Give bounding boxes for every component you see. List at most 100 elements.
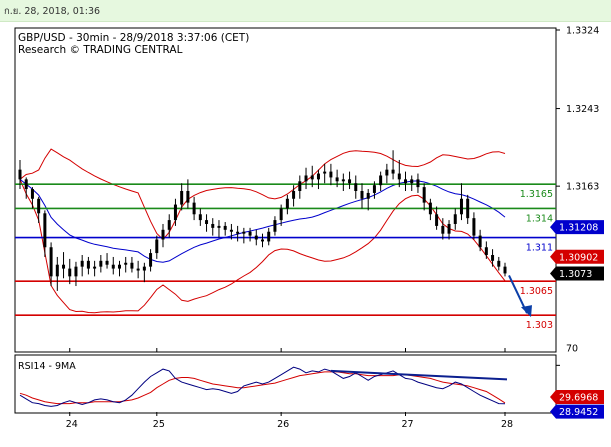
candle-body — [459, 198, 463, 215]
candle — [323, 163, 327, 184]
candle-body — [372, 185, 376, 193]
candle-body — [279, 208, 283, 221]
candle-body — [30, 189, 34, 199]
candle — [55, 256, 59, 291]
candle-body — [62, 264, 66, 269]
candle — [86, 256, 90, 275]
candle — [484, 241, 488, 259]
candle-body — [503, 266, 507, 274]
candle — [447, 220, 451, 240]
candle-body — [348, 179, 352, 184]
candle — [453, 208, 457, 230]
level-label: 1.3065 — [520, 286, 553, 297]
candle-body — [180, 191, 184, 205]
price-y-tick-label: 1.3243 — [566, 104, 599, 115]
candle-body — [136, 268, 140, 271]
candle — [80, 255, 84, 277]
candle — [279, 204, 283, 226]
candle — [68, 258, 72, 285]
candle-body — [248, 231, 252, 236]
candle-body — [130, 262, 134, 269]
price-y-tick-label: 1.3163 — [566, 182, 599, 193]
candle — [410, 175, 414, 191]
candle — [149, 249, 153, 272]
candle — [99, 255, 103, 273]
candle-body — [491, 255, 495, 261]
candle — [43, 210, 47, 257]
candle — [223, 222, 227, 236]
price-value-badge: 1.30902 — [550, 249, 604, 264]
x-tick-label: 24 — [66, 419, 78, 430]
candle-body — [211, 223, 215, 228]
x-tick-label: 25 — [153, 419, 165, 430]
candle — [354, 175, 358, 199]
rsi-value-badge-shape — [550, 404, 604, 419]
candle-body — [410, 179, 414, 184]
candle — [261, 233, 264, 248]
candle — [304, 167, 308, 190]
candle — [111, 256, 115, 275]
candle — [236, 225, 240, 242]
candle-body — [68, 268, 72, 277]
candle — [366, 189, 370, 211]
candle — [391, 150, 395, 180]
price-value-badge-shape — [550, 249, 604, 264]
candle — [49, 242, 53, 287]
bollinger-upper-line — [19, 148, 506, 241]
candle-body — [447, 223, 451, 234]
candle — [217, 220, 221, 238]
candle — [248, 227, 252, 242]
candle-body — [360, 191, 364, 199]
candle — [130, 256, 134, 273]
candle — [273, 216, 277, 236]
rsi-trendline — [330, 369, 508, 381]
candle — [397, 159, 401, 188]
candle-body — [379, 175, 383, 186]
candle-body — [422, 187, 426, 203]
candle — [459, 183, 463, 221]
candle — [472, 212, 476, 240]
candle-body — [173, 204, 177, 221]
candle-body — [497, 260, 501, 267]
candle-body — [43, 213, 47, 248]
rsi-panel-frame — [14, 354, 557, 414]
rsi-value-badge-label: 29.6968 — [559, 392, 598, 403]
candle — [124, 256, 128, 273]
candle-body — [310, 175, 314, 180]
candle-body — [205, 220, 209, 224]
price-value-badge: 1.31208 — [550, 220, 604, 235]
candle-body — [397, 173, 401, 180]
candle — [198, 208, 202, 226]
candle — [180, 183, 184, 211]
rsi-value-badge-label: 28.9452 — [559, 407, 598, 418]
candle — [161, 223, 165, 248]
projection-arrow-head — [521, 305, 532, 318]
level-label: 1.311 — [526, 243, 553, 254]
rsi-y-tick-label: 70 — [566, 343, 578, 354]
candle-body — [80, 260, 84, 267]
candle — [372, 181, 376, 199]
candle-body — [273, 220, 277, 232]
candle — [30, 187, 34, 209]
candle — [155, 235, 159, 259]
candle-body — [416, 179, 420, 188]
candle-body — [316, 173, 320, 180]
candle — [497, 256, 501, 271]
candle-body — [18, 169, 22, 180]
candle — [205, 214, 209, 232]
candle — [441, 218, 445, 240]
candle-body — [298, 181, 302, 191]
chart-subtitle: Research © TRADING CENTRAL — [18, 44, 183, 56]
candle-body — [466, 198, 470, 219]
candle — [18, 159, 22, 190]
candle-body — [236, 231, 240, 234]
candle-body — [117, 264, 121, 269]
candle-body — [478, 235, 482, 248]
candle — [186, 179, 190, 209]
candle-body — [223, 225, 227, 230]
candle — [267, 227, 271, 246]
candle-body — [453, 214, 457, 224]
candle — [360, 183, 364, 209]
candle-body — [229, 229, 233, 232]
rsi-value-badge: 28.9452 — [550, 404, 604, 419]
